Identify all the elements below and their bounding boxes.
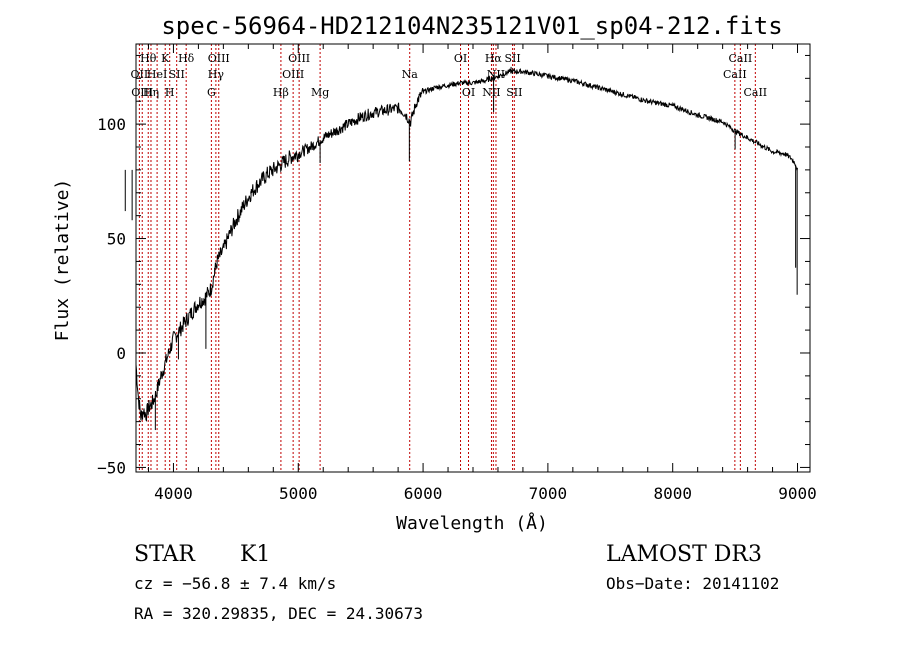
line-label: Hδ — [178, 52, 195, 65]
line-label: Hβ — [273, 86, 289, 99]
line-label: Na — [402, 68, 419, 81]
coordinates-readout: RA = 320.29835, DEC = 24.30673 — [134, 604, 423, 623]
line-label: K — [161, 52, 170, 65]
line-label: OIII — [208, 52, 230, 65]
y-tick-label: 0 — [116, 344, 126, 363]
y-tick-label: 100 — [97, 115, 126, 134]
x-tick-label: 5000 — [279, 484, 318, 503]
line-label: NII — [482, 86, 500, 99]
x-tick-label: 6000 — [404, 484, 443, 503]
y-tick-label: 50 — [107, 230, 126, 249]
y-axis-label: Flux (relative) — [52, 179, 73, 342]
plot-frame — [136, 44, 810, 472]
y-tick-label: −50 — [97, 458, 126, 477]
x-axis: 4000 5000 6000 7000 8000 9000 — [148, 44, 816, 503]
line-label: OI — [454, 52, 467, 65]
line-label: CaII — [729, 52, 753, 65]
x-tick-label: 7000 — [529, 484, 568, 503]
redshift-readout: cz = −56.8 ± 7.4 km/s — [134, 574, 336, 593]
line-label: Hγ — [208, 68, 225, 81]
line-label: OI — [462, 86, 475, 99]
spectral-line-labels: OIIOIIIHθHηHeIKHSIIHδGHγOIIIHβOIIIOIIIMg… — [131, 52, 768, 99]
line-label: SII — [504, 52, 520, 65]
line-label: SII — [169, 68, 185, 81]
line-label: H — [165, 86, 175, 99]
line-label: CaII — [743, 86, 767, 99]
line-label: Hη — [143, 86, 159, 99]
line-label: G — [207, 86, 216, 99]
x-tick-label: 4000 — [154, 484, 193, 503]
line-label: OII — [131, 68, 149, 81]
spectral-line-markers — [139, 44, 755, 472]
line-label: Hθ — [140, 52, 157, 65]
x-tick-label: 9000 — [778, 484, 817, 503]
line-label: SII — [506, 86, 522, 99]
line-label: Mg — [311, 86, 329, 99]
obs-date: Obs−Date: 20141102 — [606, 574, 779, 593]
object-subclass: K1 — [240, 542, 270, 567]
line-label: Hα — [485, 52, 503, 65]
chart-title: spec-56964-HD212104N235121V01_sp04-212.f… — [161, 12, 782, 40]
line-label: HeI — [147, 68, 167, 81]
y-axis: −50 0 50 100 — [97, 55, 810, 477]
survey-name: LAMOST DR3 — [606, 542, 762, 567]
line-label: CaII — [723, 68, 747, 81]
x-tick-label: 8000 — [653, 484, 692, 503]
line-label: OIII — [288, 52, 310, 65]
x-axis-label: Wavelength (Å) — [396, 512, 548, 534]
line-label: OIII — [282, 68, 304, 81]
spectrum-chart: spec-56964-HD212104N235121V01_sp04-212.f… — [0, 0, 900, 649]
spectrum-line — [136, 69, 798, 421]
object-class: STAR — [134, 542, 196, 567]
